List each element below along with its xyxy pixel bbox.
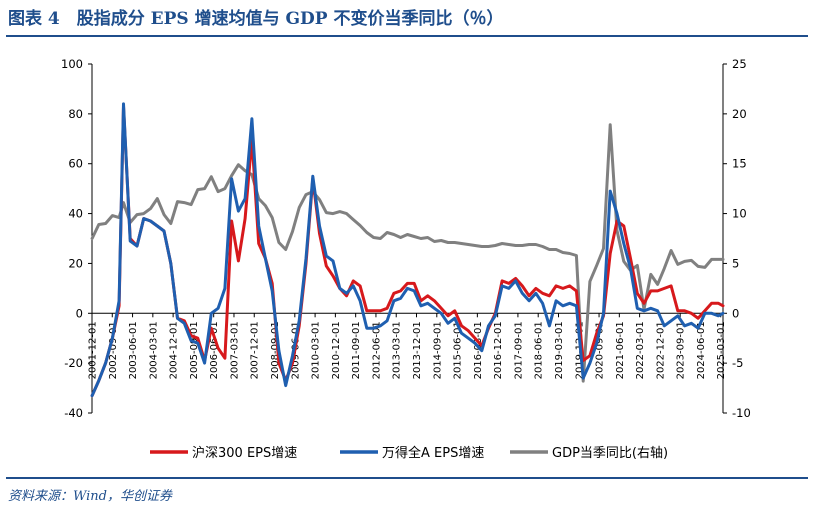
source-divider [6,477,808,479]
x-tick-label: 2022-12-01 [655,321,666,379]
x-tick-label: 2005-09-01 [189,321,200,379]
x-tick-label: 2024-06-01 [696,321,707,379]
series-line-1 [90,102,725,398]
x-tick-label: 2014-09-01 [432,321,443,379]
left-y-tick-label: 40 [68,207,83,221]
x-tick-label: 2018-06-01 [534,321,545,379]
x-tick-label: 2013-12-01 [412,321,423,379]
right-y-tick-label: 5 [732,256,739,270]
x-tick-label: 2007-03-01 [229,321,240,379]
x-tick-label: 2017-09-01 [513,321,524,379]
right-y-tick-label: 0 [732,306,739,320]
x-tick-label: 2013-03-01 [392,321,403,379]
legend-label-2: GDP当季同比(右轴) [552,446,668,461]
title-divider [6,35,808,37]
x-tick-label: 2008-09-01 [270,321,281,379]
right-y-tick-label: -10 [732,406,751,420]
x-tick-label: 2015-06-01 [453,321,464,379]
x-tick-label: 2010-12-01 [331,321,342,379]
x-tick-label: 2007-12-01 [250,321,261,379]
chart-legend: 沪深300 EPS增速 万得全A EPS增速 GDP当季同比(右轴) [150,445,668,461]
source-note: 资料来源：Wind，华创证券 [8,489,172,504]
x-tick-label: 2002-09-01 [108,321,119,379]
x-tick-label: 2025-03-01 [716,321,727,379]
right-y-tick-label: 20 [732,107,747,121]
series-line-0 [90,104,725,398]
x-tick-label: 2021-06-01 [615,321,626,379]
left-y-tick-label: 60 [68,157,83,171]
x-tick-label: 2019-03-01 [554,321,565,379]
right-y-tick-label: 25 [732,57,747,71]
x-tick-label: 2020-09-01 [595,321,606,379]
right-y-tick-label: 15 [732,157,747,171]
x-tick-label: 2004-03-01 [148,321,159,379]
x-tick-label: 2011-09-01 [351,321,362,379]
x-tick-label: 2004-12-01 [169,321,180,379]
legend-label-1: 万得全A EPS增速 [382,445,484,461]
right-y-tick-label: 10 [732,207,747,221]
x-tick-label: 2023-09-01 [676,321,687,379]
x-tick-label: 2022-03-01 [635,321,646,379]
left-y-tick-label: -40 [64,406,83,420]
left-y-tick-label: 0 [76,306,83,320]
right-y-tick-label: -5 [732,356,743,370]
x-tick-label: 2012-06-01 [371,321,382,379]
x-tick-label: 2003-06-01 [128,321,139,379]
chart-axes: 100 80 60 40 20 0 -20 -40 25 20 15 10 5 0 -5 -10 2001-12… [61,57,751,420]
x-tick-label: 2010-03-01 [311,321,322,379]
left-y-tick-label: 20 [68,256,83,270]
chart-title: 图表 4 股指成分 EPS 增速均值与 GDP 不变价当季同比（％） [8,9,504,29]
left-y-tick-label: 100 [61,57,83,71]
left-y-tick-label: 80 [68,107,83,121]
legend-label-0: 沪深300 EPS增速 [192,445,297,461]
series-line-2 [90,123,725,383]
left-y-tick-label: -20 [64,356,83,370]
x-tick-label: 2016-12-01 [493,321,504,379]
x-tick-label: 2001-12-01 [87,321,98,379]
x-tick-label: 2016-03-01 [473,321,484,379]
chart-series [90,102,725,398]
x-tick-label: 2006-06-01 [209,321,220,379]
